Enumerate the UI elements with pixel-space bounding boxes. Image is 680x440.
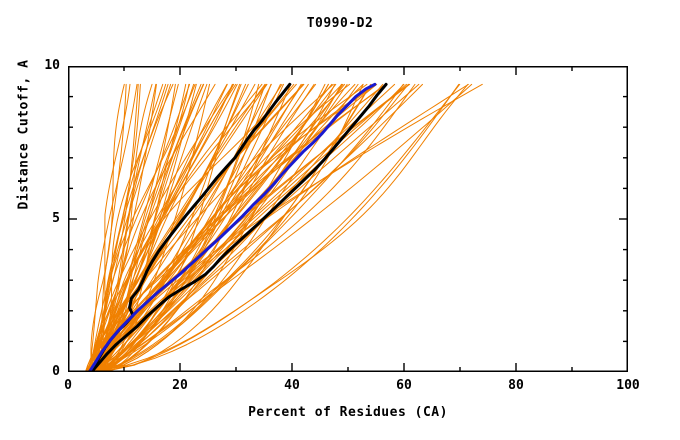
predictor-curve [100,83,329,372]
predictor-curve [86,83,460,372]
x-axis-label: Percent of Residues (CA) [248,405,448,420]
predictor-curve [86,83,268,372]
predictor-curve [89,83,334,372]
x-tick-label-40: 40 [284,378,300,393]
predictor-curve [84,83,295,372]
predictor-curve [85,83,416,372]
predictor-curve [92,83,377,372]
x-tick-label-0: 0 [64,378,72,393]
highlighted-curve-black-right [90,82,388,372]
predictor-curve [90,83,196,372]
predictor-curve [87,83,292,372]
plot-area [68,66,628,372]
predictor-curve [97,83,409,372]
predictor-curve [91,83,396,372]
predictor-curve [88,83,388,372]
predictor-curve [98,83,473,372]
predictor-curve [93,83,190,372]
predictor-curve [90,83,125,372]
predictor-curve [85,83,469,372]
predictor-curve [92,83,368,372]
x-tick-label-100: 100 [616,378,640,393]
y-axis-label: Distance Cutoff, A [16,59,32,210]
page-title: T0990-D2 [306,16,374,31]
predictor-curve [89,83,234,372]
highlighted-curves-group [87,82,388,372]
x-tick-label-60: 60 [396,378,412,393]
plot-canvas [68,66,628,372]
predictor-curve [92,83,309,372]
axis-frame-group [68,66,628,372]
predictor-curve [89,83,138,372]
y-tick-label-10: 10 [44,58,60,73]
predictor-curves-group [84,83,483,372]
predictor-curve [92,83,346,372]
predictor-curve [89,83,216,372]
predictor-curve [85,83,263,372]
predictor-curve [90,83,237,372]
predictor-curve [98,83,404,372]
predictor-curve [90,83,238,372]
predictor-curve [90,83,423,372]
x-tick-label-80: 80 [508,378,524,393]
x-tick-label-20: 20 [172,378,188,393]
predictor-curve [101,83,483,372]
predictor-curve [97,83,131,372]
highlighted-curve-blue [87,82,377,372]
y-tick-label-5: 5 [52,211,60,226]
y-tick-label-0: 0 [52,364,60,379]
predictor-curve [89,83,172,372]
